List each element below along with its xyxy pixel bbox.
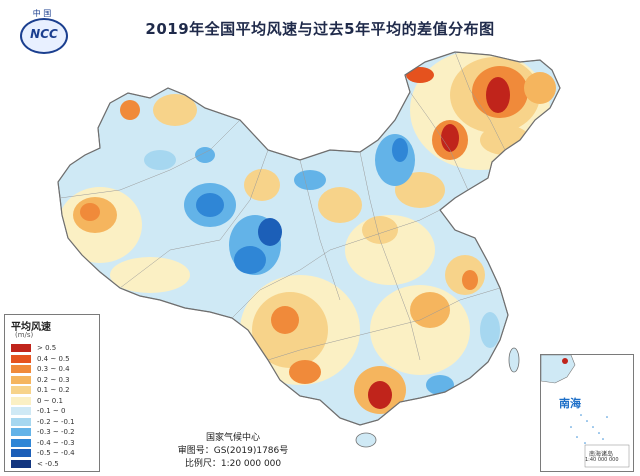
legend-item: -0.3 ~ -0.2	[11, 427, 97, 438]
legend-item: -0.2 ~ -0.1	[11, 417, 97, 428]
legend-swatch	[11, 417, 31, 426]
legend-item: > 0.5	[11, 343, 97, 354]
anomaly-patch	[289, 360, 321, 384]
credit-map-number: 审图号：GS(2019)1786号	[177, 446, 289, 456]
inset-map	[540, 354, 630, 468]
map-credit: 国家气候中心 审图号：GS(2019)1786号 比例尺：1:20 000 00…	[138, 432, 328, 471]
legend-swatch	[11, 396, 31, 405]
anomaly-patch	[294, 170, 326, 190]
inset-scale: 1:40 000 000	[585, 457, 619, 463]
anomaly-patch	[462, 270, 478, 290]
hainan-island	[355, 432, 377, 448]
anomaly-patch	[368, 381, 392, 409]
anomaly-patch	[120, 100, 140, 120]
anomaly-patch	[410, 292, 450, 328]
taiwan-island	[508, 347, 520, 373]
legend-item: 0.3 ~ 0.4	[11, 364, 97, 375]
legend-item: -0.4 ~ -0.3	[11, 438, 97, 449]
legend-swatch	[11, 449, 31, 457]
legend-item: 0 ~ 0.1	[11, 396, 97, 407]
anomaly-patch	[486, 77, 510, 113]
anomaly-patch	[480, 312, 500, 348]
province-boundaries	[59, 51, 506, 361]
logo-emblem: NCC	[20, 18, 68, 54]
ncc-logo: 中 国 NCC	[14, 8, 70, 54]
legend-item: < -0.5	[11, 459, 97, 470]
legend-label: 0.3 ~ 0.4	[37, 365, 70, 373]
legend-label: -0.1 ~ 0	[37, 407, 66, 415]
legend-item: -0.1 ~ 0	[11, 406, 97, 417]
anomaly-patch	[234, 246, 266, 274]
legend-label: < -0.5	[37, 459, 59, 468]
credit-scale: 比例尺：1:20 000 000	[184, 459, 282, 469]
legend-label: 0.2 ~ 0.3	[37, 375, 70, 384]
anomaly-patch	[395, 172, 445, 208]
legend-label: -0.2 ~ -0.1	[37, 417, 75, 426]
legend-label: 0.4 ~ 0.5	[37, 354, 70, 363]
anomaly-patch	[153, 94, 197, 126]
legend-label: -0.3 ~ -0.2	[37, 428, 75, 436]
anomaly-patch	[244, 169, 280, 201]
credit-org: 国家气候中心	[205, 433, 260, 443]
anomaly-patch	[196, 193, 224, 217]
inset-islands-label: 南海诸岛	[589, 451, 614, 458]
anomaly-patch	[144, 150, 176, 170]
legend-item: 0.2 ~ 0.3	[11, 375, 97, 386]
anomaly-patch	[441, 124, 459, 152]
legend-label: > 0.5	[37, 344, 57, 352]
legend-label: -0.5 ~ -0.4	[37, 449, 75, 457]
south-china-sea-inset: 南海 南海诸岛 1:40 000 000	[540, 354, 634, 472]
legend-swatch	[11, 344, 31, 352]
anomaly-patch	[110, 257, 190, 293]
legend-item: 0.1 ~ 0.2	[11, 385, 97, 396]
anomaly-patch	[426, 375, 454, 395]
anomaly-patch	[258, 218, 282, 246]
anomaly-patch	[195, 147, 215, 163]
legend-swatch	[11, 459, 31, 468]
legend-swatch	[11, 386, 31, 394]
legend-label: -0.4 ~ -0.3	[37, 438, 75, 447]
legend-swatch	[11, 438, 31, 447]
legend-swatch	[11, 407, 31, 415]
logo-text: NCC	[30, 27, 58, 41]
legend-item: -0.5 ~ -0.4	[11, 448, 97, 459]
anomaly-patch	[392, 138, 408, 162]
anomaly-patch	[80, 203, 100, 221]
legend: 平均风速 (m/s) > 0.5 0.4 ~ 0.5 0.3 ~ 0.4 0.2 ~ …	[4, 314, 100, 472]
anomaly-patch	[524, 72, 556, 104]
anomaly-patch	[318, 187, 362, 223]
map-title: 2019年全国平均风速与过去5年平均的差值分布图	[145, 20, 495, 38]
legend-item: 0.4 ~ 0.5	[11, 354, 97, 365]
anomaly-patch	[406, 67, 434, 83]
anomaly-patch	[362, 216, 398, 244]
legend-label: 0 ~ 0.1	[37, 396, 63, 405]
legend-swatch	[11, 365, 31, 373]
logo-top-text: 中 国	[32, 9, 52, 18]
legend-swatch	[11, 428, 31, 436]
legend-unit: (m/s)	[15, 331, 34, 339]
legend-label: 0.1 ~ 0.2	[37, 386, 70, 394]
legend-title: 平均风速	[11, 322, 51, 333]
inset-sea-label: 南海	[559, 397, 581, 410]
legend-swatch	[11, 375, 31, 384]
anomaly-patch	[271, 306, 299, 334]
legend-swatch	[11, 354, 31, 363]
